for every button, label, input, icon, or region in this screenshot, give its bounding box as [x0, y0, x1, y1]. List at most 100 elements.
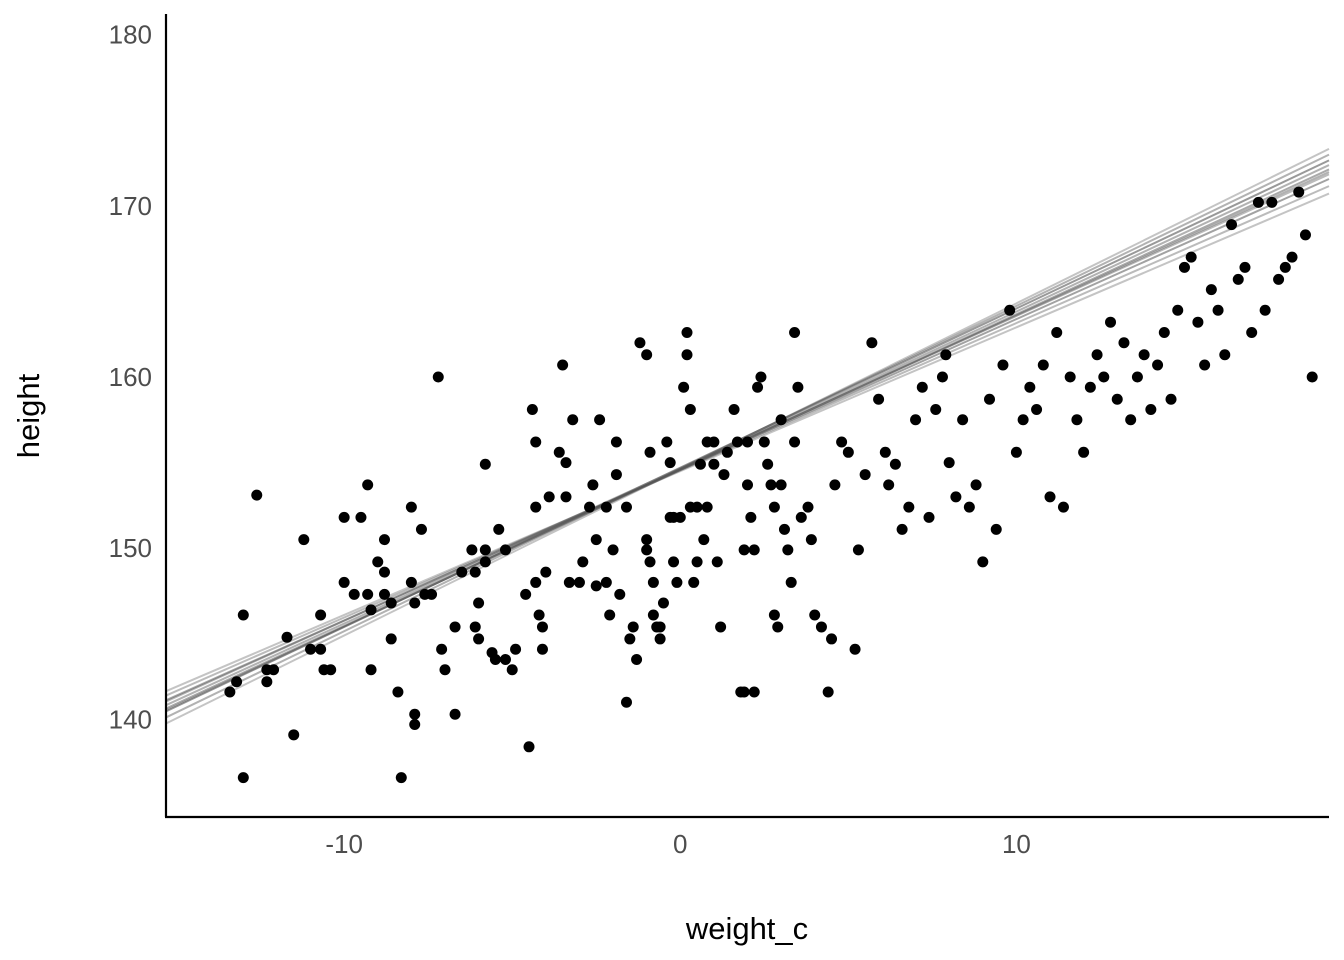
data-point — [587, 479, 599, 491]
data-point — [936, 371, 948, 383]
data-point — [859, 469, 871, 481]
data-point — [644, 446, 656, 458]
data-point — [1125, 414, 1137, 426]
data-point — [614, 588, 626, 600]
data-point — [782, 544, 794, 556]
data-point — [604, 609, 616, 621]
data-point — [499, 653, 511, 665]
data-point — [1185, 251, 1197, 263]
data-point — [315, 609, 327, 621]
y-tick-label: 180 — [109, 20, 152, 50]
data-point — [362, 479, 374, 491]
data-point — [768, 609, 780, 621]
data-point — [671, 576, 683, 588]
data-point — [624, 633, 636, 645]
data-point — [298, 534, 310, 546]
data-point — [641, 544, 653, 556]
data-point — [977, 556, 989, 568]
data-point — [742, 436, 753, 448]
x-tick-label: 10 — [1002, 829, 1031, 859]
data-point — [378, 588, 390, 600]
data-point — [826, 633, 838, 645]
data-point — [385, 633, 397, 645]
data-point — [829, 479, 841, 491]
data-point — [557, 359, 569, 371]
data-point — [674, 511, 686, 523]
data-point — [990, 523, 1002, 535]
data-point — [563, 576, 575, 588]
data-point — [261, 676, 273, 688]
data-point — [970, 479, 982, 491]
data-point — [795, 511, 807, 523]
data-point — [405, 576, 417, 588]
data-point — [395, 772, 407, 784]
data-point — [896, 523, 908, 535]
data-point — [1145, 404, 1157, 416]
data-point — [1293, 186, 1305, 198]
data-point — [654, 633, 666, 645]
data-point — [1178, 261, 1190, 273]
data-point — [1037, 359, 1049, 371]
data-point — [469, 566, 481, 578]
data-point — [852, 544, 864, 556]
data-point — [489, 653, 501, 665]
data-point — [567, 414, 579, 426]
data-point — [439, 664, 451, 676]
data-point — [1286, 251, 1298, 263]
data-point — [305, 643, 317, 655]
data-point — [1057, 501, 1069, 513]
data-point — [590, 580, 602, 592]
data-point — [943, 457, 955, 469]
data-point — [1172, 304, 1184, 316]
data-point — [288, 729, 300, 741]
data-point — [436, 643, 448, 655]
data-point — [493, 523, 505, 535]
data-point — [372, 556, 384, 568]
data-point — [738, 544, 750, 556]
data-point — [560, 491, 572, 503]
data-point — [355, 511, 367, 523]
data-point — [620, 501, 632, 513]
data-point — [755, 371, 767, 383]
data-point — [963, 501, 975, 513]
data-point — [691, 556, 703, 568]
data-point — [473, 597, 485, 609]
data-point — [409, 708, 421, 720]
data-point — [449, 708, 461, 720]
data-point — [466, 544, 478, 556]
data-point — [577, 556, 589, 568]
data-point — [997, 359, 1009, 371]
data-point — [1017, 414, 1029, 426]
data-point — [1299, 229, 1311, 241]
data-point — [520, 588, 532, 600]
data-point — [789, 436, 801, 448]
data-point — [644, 556, 656, 568]
data-point — [879, 446, 891, 458]
data-point — [1091, 349, 1103, 361]
data-point — [510, 643, 522, 655]
data-point — [641, 534, 653, 546]
data-point — [231, 676, 243, 688]
data-point — [365, 604, 377, 616]
data-point — [237, 772, 249, 784]
data-point — [661, 436, 673, 448]
data-point — [701, 501, 713, 513]
data-point — [842, 446, 854, 458]
data-point — [694, 458, 706, 470]
data-point — [627, 621, 639, 633]
data-point — [325, 664, 337, 676]
data-point — [378, 566, 390, 578]
x-tick-label: -10 — [325, 829, 363, 859]
data-point — [530, 576, 542, 588]
data-point — [526, 404, 538, 416]
data-point — [691, 501, 703, 513]
data-point — [745, 511, 757, 523]
data-point — [268, 664, 280, 676]
data-point — [647, 609, 659, 621]
data-point — [1266, 196, 1278, 208]
data-point — [409, 719, 421, 731]
data-point — [251, 489, 263, 501]
data-point — [957, 414, 969, 426]
data-point — [610, 469, 622, 481]
data-point — [1031, 404, 1043, 416]
